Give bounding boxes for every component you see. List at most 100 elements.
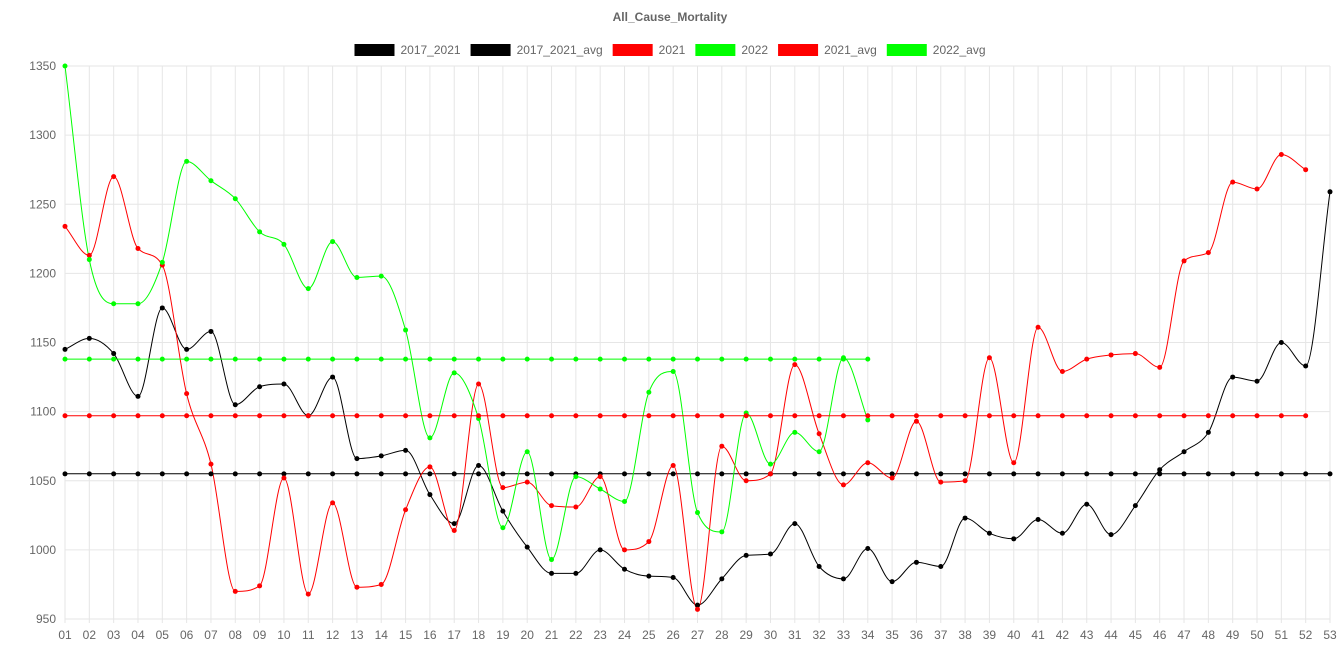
- data-point: [1205, 250, 1211, 256]
- data-point: [135, 393, 141, 399]
- data-point: [184, 346, 190, 352]
- data-point: [695, 602, 700, 608]
- data-point: [1132, 413, 1138, 419]
- data-point: [646, 356, 652, 362]
- data-point: [1278, 471, 1284, 477]
- data-point: [1157, 413, 1163, 419]
- data-point: [549, 413, 555, 419]
- data-point: [208, 328, 214, 334]
- data-point: [524, 544, 530, 550]
- data-point: [622, 498, 628, 504]
- data-point: [451, 521, 457, 527]
- y-tick-label: 1150: [30, 336, 56, 350]
- data-point: [573, 356, 579, 362]
- x-tick-label: 45: [1129, 628, 1143, 642]
- x-tick-label: 05: [156, 628, 170, 642]
- data-point: [476, 471, 482, 477]
- data-point: [281, 381, 287, 387]
- data-point: [378, 356, 384, 362]
- data-point: [159, 413, 165, 419]
- data-point: [1278, 340, 1284, 345]
- data-point: [695, 606, 700, 612]
- x-tick-label: 42: [1056, 628, 1070, 642]
- data-point: [378, 453, 384, 459]
- data-point: [622, 356, 628, 362]
- data-point: [86, 257, 92, 263]
- data-point: [865, 471, 871, 477]
- data-point: [1157, 467, 1163, 473]
- data-point: [184, 391, 190, 397]
- data-point: [427, 413, 433, 419]
- data-point: [330, 413, 336, 419]
- data-point: [1084, 501, 1090, 507]
- x-tick-label: 47: [1177, 628, 1191, 642]
- data-point: [305, 591, 311, 597]
- data-point: [1108, 413, 1114, 419]
- data-point: [62, 471, 68, 477]
- data-point: [208, 356, 214, 362]
- data-point: [865, 545, 871, 551]
- data-point: [573, 474, 579, 480]
- data-point: [792, 356, 798, 362]
- data-point: [986, 471, 992, 477]
- data-point: [378, 273, 384, 279]
- data-point: [1303, 471, 1309, 477]
- x-tick-label: 41: [1031, 628, 1045, 642]
- x-tick-label: 29: [739, 628, 753, 642]
- data-point: [1011, 413, 1017, 419]
- y-tick-label: 1250: [29, 197, 56, 211]
- x-tick-label: 32: [812, 628, 826, 642]
- data-point: [1327, 471, 1333, 477]
- x-tick-label: 34: [861, 628, 875, 642]
- grid: [64, 65, 1331, 623]
- x-tick-label: 10: [277, 628, 291, 642]
- data-point: [1059, 471, 1065, 477]
- x-tick-label: 11: [302, 628, 315, 642]
- x-tick-label: 03: [107, 628, 121, 642]
- data-point: [962, 471, 968, 477]
- data-point: [208, 461, 214, 467]
- x-tick-label: 33: [837, 628, 851, 642]
- y-tick-label: 1350: [29, 59, 56, 73]
- data-point: [719, 529, 725, 535]
- data-point: [451, 370, 457, 376]
- data-point: [403, 447, 409, 453]
- series-line-2022: [64, 65, 869, 561]
- data-point: [719, 356, 725, 362]
- data-point: [281, 475, 287, 481]
- data-point: [232, 588, 238, 594]
- x-tick-label: 35: [885, 628, 899, 642]
- data-point: [232, 471, 238, 477]
- x-tick-label: 04: [131, 628, 145, 642]
- x-tick-label: 28: [715, 628, 729, 642]
- data-point: [743, 413, 749, 419]
- data-point: [1084, 356, 1090, 362]
- x-tick-label: 49: [1226, 628, 1240, 642]
- data-point: [184, 413, 190, 419]
- y-tick-label: 1000: [29, 543, 56, 557]
- data-point: [549, 356, 555, 362]
- data-point: [1132, 471, 1138, 477]
- data-point: [1205, 429, 1211, 435]
- data-point: [743, 478, 749, 484]
- data-point: [986, 413, 992, 419]
- data-point: [962, 478, 968, 484]
- data-point: [378, 581, 384, 587]
- data-point: [305, 286, 311, 292]
- data-point: [719, 471, 725, 477]
- data-point: [1011, 536, 1017, 542]
- data-point: [111, 351, 117, 357]
- x-tick-label: 37: [934, 628, 948, 642]
- data-point: [792, 471, 798, 477]
- data-point: [159, 356, 165, 362]
- legend-swatch: [778, 44, 819, 56]
- data-point: [451, 356, 457, 362]
- data-point: [281, 356, 287, 362]
- x-axis: 01 02 03 04 05 06 07 08 09 10 11 12 13 14 15 16 17 18 19 20…: [58, 628, 1337, 642]
- data-point: [670, 463, 676, 469]
- x-tick-label: 18: [472, 628, 486, 642]
- x-tick-label: 21: [545, 628, 559, 642]
- data-point: [524, 413, 530, 419]
- x-tick-label: 15: [399, 628, 413, 642]
